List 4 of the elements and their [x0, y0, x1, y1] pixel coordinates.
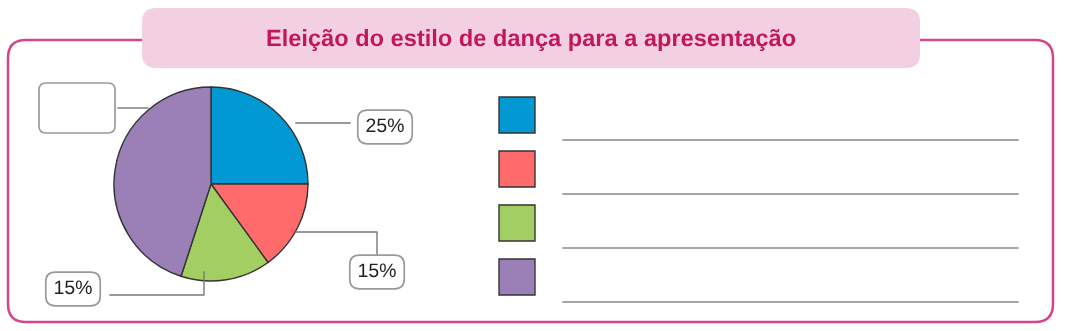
data-label: 15% [55, 280, 92, 295]
data-label: 15% [359, 263, 396, 278]
text: Eleição do estilo de dança para a apresentação [267, 29, 796, 51]
data-label: 25% [366, 118, 404, 133]
